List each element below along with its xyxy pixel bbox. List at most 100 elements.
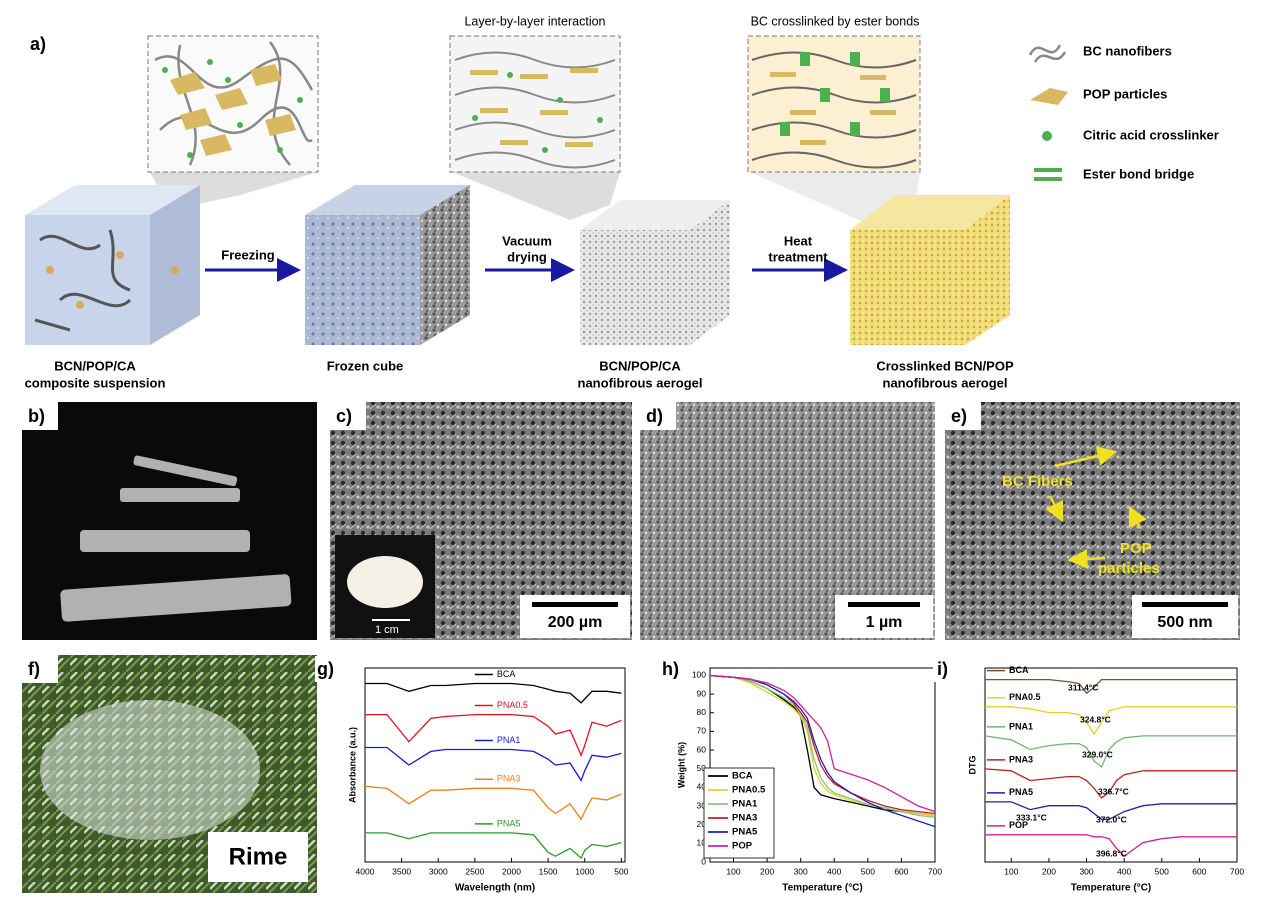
fibers	[751, 51, 917, 169]
scale-bar-label: 500 nm	[1157, 614, 1212, 631]
legend-label: BCA	[732, 771, 753, 782]
label-box	[658, 656, 688, 682]
peak-annotation: 329.0°C	[1082, 749, 1113, 759]
particles	[770, 72, 896, 145]
legend-label: BCA	[1009, 665, 1029, 675]
plot-frame	[984, 667, 1238, 863]
cube	[850, 195, 1010, 345]
line-series	[985, 834, 1237, 858]
crosslinkers	[472, 72, 603, 153]
legend-label: PNA0.5	[497, 700, 528, 710]
line-series	[365, 746, 622, 782]
y-axis-label: DTG	[967, 756, 977, 775]
label-box	[933, 656, 963, 682]
legend-box	[703, 767, 775, 859]
peak-annotation: 336.7°C	[1098, 786, 1129, 796]
legend-label: PNA5	[1009, 787, 1033, 797]
legend-label: PNA5	[497, 818, 521, 828]
x-tick-label: 2000	[502, 866, 521, 876]
y-tick-label: 80	[697, 707, 707, 717]
x-axis-label: Wavelength (nm)	[455, 883, 535, 894]
x-tick-label: 600	[1192, 866, 1206, 876]
y-axis-label: Weight (%)	[676, 742, 686, 788]
line-series	[365, 713, 622, 758]
inset-box	[747, 35, 921, 173]
x-tick-label: 500	[1155, 866, 1169, 876]
cube	[580, 200, 730, 345]
panel-label: c)	[336, 406, 352, 426]
x-tick-label: 4000	[356, 866, 375, 876]
line-series	[709, 674, 936, 813]
line-series	[364, 785, 622, 821]
panel-label: i)	[937, 659, 948, 679]
x-tick-label: 1000	[575, 866, 594, 876]
legend-label: PNA3	[732, 813, 757, 824]
legend-label: PNA3	[497, 774, 521, 784]
peak-annotation: 333.1°C	[1016, 812, 1047, 822]
x-tick-label: 3500	[392, 866, 411, 876]
x-tick-label: 200	[760, 866, 774, 876]
panel-d: 1 µm d)	[640, 402, 935, 640]
x-tick-label: 100	[1004, 866, 1018, 876]
x-tick-label: 300	[794, 866, 808, 876]
panel-c: 1 cm 200 µm c)	[330, 402, 632, 640]
inset-title: BC crosslinked by ester bonds	[751, 14, 920, 28]
caption: nanofibrous aerogel	[578, 375, 703, 390]
scale-bar-label: 200 µm	[548, 614, 603, 631]
step-label: Vacuum	[502, 233, 552, 248]
photo-caption: Rime	[229, 843, 288, 870]
legend-icon	[1042, 131, 1052, 141]
panel-e: BC Fibers POP particles 500 nm e)	[945, 402, 1240, 640]
line-series	[985, 801, 1237, 820]
scale-bar-label: 1 µm	[866, 614, 903, 631]
x-tick-label: 1500	[539, 866, 558, 876]
caption: Crosslinked BCN/POP	[876, 358, 1014, 373]
caption: nanofibrous aerogel	[883, 375, 1008, 390]
x-tick-label: 300	[1079, 866, 1093, 876]
x-tick-label: 2500	[465, 866, 484, 876]
step-label: drying	[507, 249, 547, 264]
peak-annotation: 396.8°C	[1096, 848, 1127, 858]
y-tick-label: 30	[697, 800, 707, 810]
x-tick-label: 500	[861, 866, 875, 876]
x-tick-label: 400	[827, 866, 841, 876]
legend-text: Ester bond bridge	[1083, 166, 1194, 181]
step-label: Heat	[784, 233, 813, 248]
legend-label: PNA5	[732, 827, 758, 838]
y-tick-label: 50	[697, 763, 707, 773]
legend-label: POP	[1009, 820, 1028, 830]
x-tick-label: 400	[1117, 866, 1131, 876]
y-tick-label: 70	[697, 726, 707, 736]
x-tick-label: 3000	[429, 866, 448, 876]
legend-text: POP particles	[1083, 86, 1167, 101]
step-label: treatment	[768, 249, 828, 264]
label-box	[315, 656, 345, 682]
legend-label: PNA0.5	[732, 785, 766, 796]
annotation: particles	[1098, 560, 1160, 577]
panel-label: d)	[646, 406, 663, 426]
fibers	[454, 51, 616, 169]
legend-text: BC nanofibers	[1083, 43, 1172, 58]
legend-icon	[1030, 88, 1068, 105]
y-tick-label: 20	[697, 819, 707, 829]
panel-b: b)	[22, 402, 317, 640]
legend-icon	[1028, 44, 1067, 63]
caption: Frozen cube	[327, 358, 404, 373]
particles	[170, 64, 296, 156]
caption: BCN/POP/CA	[54, 358, 136, 373]
annotation: POP	[1120, 540, 1152, 557]
x-tick-label: 200	[1042, 866, 1056, 876]
legend-icon	[1034, 177, 1062, 181]
x-axis-label: Temperature (°C)	[782, 883, 863, 894]
inset-box	[449, 35, 621, 173]
panel-label: g)	[317, 659, 334, 679]
legend-icon	[1034, 168, 1062, 172]
cube	[305, 185, 470, 345]
legend-label: PNA1	[732, 799, 758, 810]
y-tick-label: 60	[697, 744, 707, 754]
peak-annotation: 311.4°C	[1068, 682, 1098, 692]
panel-f: Rime f)	[22, 655, 317, 893]
line-series	[365, 832, 622, 860]
caption: BCN/POP/CA	[599, 358, 681, 373]
y-tick-label: 40	[697, 782, 707, 792]
